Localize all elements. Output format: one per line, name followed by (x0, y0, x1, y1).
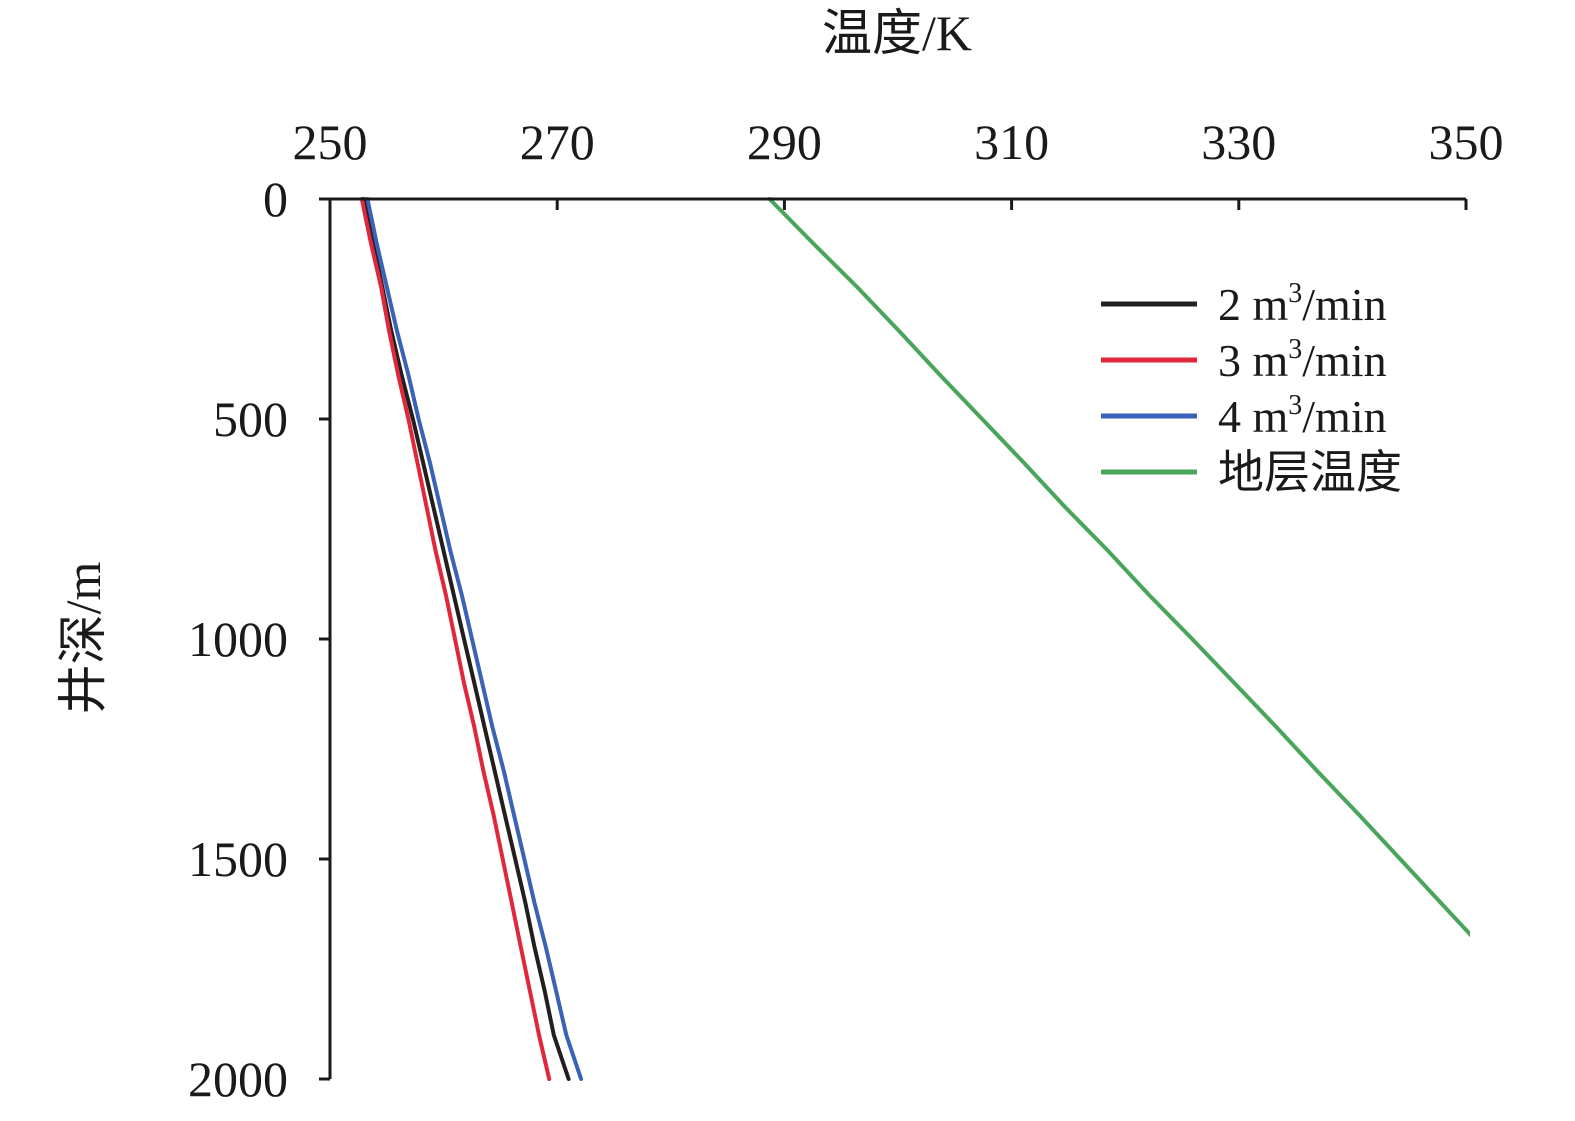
y-axis-title: 井深/m (55, 562, 111, 715)
legend-label-1: 2 m3/min (1218, 278, 1387, 330)
y-tick-label: 2000 (188, 1051, 288, 1107)
x-tick-label: 270 (520, 114, 595, 170)
series-line-2 (359, 197, 552, 1081)
y-tick-label: 0 (263, 171, 288, 227)
y-axis-ticks: 0 500 1000 1500 2000 (188, 171, 330, 1107)
series-layer (359, 197, 1470, 1081)
x-axis-ticks: 250 270 290 310 330 350 (293, 114, 1504, 210)
y-tick-label: 500 (213, 391, 288, 447)
x-axis-title: 温度/K (822, 5, 972, 61)
x-tick-label: 310 (974, 114, 1049, 170)
series-line-3 (365, 197, 584, 1081)
legend-label-2: 3 m3/min (1218, 334, 1387, 386)
x-tick-label: 350 (1429, 114, 1504, 170)
x-tick-label: 250 (293, 114, 368, 170)
y-tick-label: 1000 (188, 611, 288, 667)
legend-label-4: 地层温度 (1218, 447, 1402, 498)
x-tick-label: 290 (747, 114, 822, 170)
series-line-4 (767, 197, 1470, 938)
y-tick-label: 1500 (188, 831, 288, 887)
series-line-1 (362, 197, 571, 1081)
x-tick-label: 330 (1201, 114, 1276, 170)
legend-label-3: 4 m3/min (1218, 390, 1387, 442)
axes (328, 197, 1466, 1079)
